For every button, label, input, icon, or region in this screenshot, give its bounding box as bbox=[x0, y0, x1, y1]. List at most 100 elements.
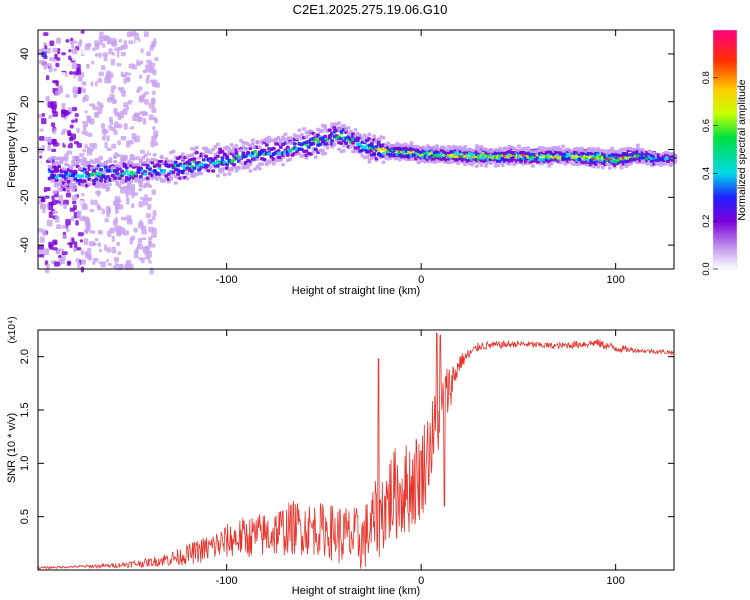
spectrogram-cell bbox=[141, 237, 147, 241]
spectrogram-cell bbox=[320, 148, 325, 152]
spectrogram-cell bbox=[220, 149, 225, 154]
spectrogram-cell bbox=[44, 45, 48, 50]
spectrogram-cell bbox=[108, 159, 113, 164]
spectrogram-cell bbox=[81, 81, 87, 86]
spectrogram-cell bbox=[171, 170, 176, 174]
spectrogram-cell bbox=[57, 182, 62, 187]
spectrogram-cell bbox=[72, 56, 76, 61]
spectrogram-cell bbox=[134, 151, 138, 158]
spectrogram-cell bbox=[61, 225, 67, 229]
spectrogram-cell bbox=[323, 151, 328, 156]
snr-background bbox=[38, 330, 674, 570]
spectrogram-cell bbox=[138, 257, 144, 261]
spectrogram-cell bbox=[111, 143, 117, 149]
spectrogram-cell bbox=[113, 155, 118, 159]
spectrogram-cell bbox=[108, 116, 113, 123]
colorbar-gradient bbox=[713, 30, 737, 269]
spectrogram-cell bbox=[288, 157, 293, 162]
colorbar-tick-label: 0.6 bbox=[701, 119, 712, 132]
spectrogram-cell bbox=[341, 124, 346, 129]
spectrogram-cell bbox=[367, 132, 372, 137]
spectrogram-cell bbox=[635, 143, 640, 147]
snr-y-ticks: 0.5 1.0 1.5 2.0 bbox=[19, 349, 674, 524]
spectrogram-cell bbox=[38, 140, 44, 145]
spectrogram-cell bbox=[75, 220, 79, 226]
spectrogram-cell bbox=[70, 37, 74, 42]
spectrogram-cell bbox=[61, 147, 66, 155]
spectrogram-cell bbox=[112, 200, 119, 206]
spectrogram-y-tick-label: -20 bbox=[19, 189, 31, 205]
spectrogram-cell bbox=[57, 164, 62, 169]
spectrogram-cell bbox=[84, 110, 88, 114]
spectrogram-cell bbox=[92, 261, 96, 265]
spectrogram-cell bbox=[93, 199, 98, 206]
spectrogram-cell bbox=[234, 151, 239, 155]
spectrogram-cell bbox=[94, 53, 99, 57]
spectrogram-cell bbox=[72, 200, 77, 205]
spectrogram-cell bbox=[306, 133, 311, 137]
spectrogram-y-tick-label: -40 bbox=[19, 237, 31, 253]
spectrogram-cell bbox=[80, 30, 85, 34]
spectrogram-cell bbox=[98, 261, 102, 265]
spectrogram-cell bbox=[74, 113, 79, 118]
spectrogram-cell bbox=[106, 83, 111, 87]
spectrogram-cell bbox=[131, 133, 137, 140]
spectrogram-cell bbox=[120, 135, 127, 141]
spectrogram-cell bbox=[474, 164, 479, 168]
spectrogram-cell bbox=[134, 77, 139, 83]
spectrogram-cell bbox=[211, 147, 216, 152]
spectrogram-cell bbox=[54, 216, 60, 223]
spectrogram-cell bbox=[128, 263, 134, 270]
spectrogram-cell bbox=[304, 156, 309, 160]
spectrogram-cell bbox=[73, 185, 78, 189]
spectrogram-cell bbox=[38, 113, 43, 119]
spectrogram-cell bbox=[162, 169, 167, 173]
spectrogram-cell bbox=[120, 216, 127, 221]
spectrogram-cell bbox=[57, 47, 61, 55]
spectrogram-cell bbox=[49, 57, 56, 62]
spectrogram-cell bbox=[164, 157, 169, 161]
spectrogram-cell bbox=[129, 237, 133, 245]
spectrogram-cell bbox=[42, 207, 46, 214]
spectrogram-cell bbox=[117, 164, 122, 168]
spectrogram-cell bbox=[137, 55, 144, 62]
spectrogram-cell bbox=[147, 197, 153, 202]
spectrogram-cell bbox=[152, 141, 159, 146]
spectrogram-cell bbox=[81, 88, 86, 94]
spectrogram-cell bbox=[144, 64, 149, 69]
spectrogram-cell bbox=[107, 262, 112, 267]
spectrogram-cell bbox=[138, 252, 145, 259]
spectrogram-cell bbox=[48, 203, 54, 211]
spectrogram-cell bbox=[149, 243, 156, 248]
spectrogram-cell bbox=[110, 85, 117, 90]
spectrogram-cell bbox=[118, 115, 125, 119]
spectrogram-plot: -100 0 100 -40 -20 0 20 40 Height of straight … bbox=[6, 29, 678, 297]
spectrogram-cell bbox=[278, 158, 283, 162]
spectrogram-cell bbox=[45, 136, 50, 142]
spectrogram-cell bbox=[139, 149, 145, 154]
spectrogram-cell bbox=[208, 150, 213, 155]
spectrogram-cell bbox=[52, 165, 57, 169]
spectrogram-cell bbox=[311, 141, 316, 146]
spectrogram-cell bbox=[176, 172, 181, 176]
spectrogram-cell bbox=[74, 118, 78, 123]
spectrogram-cell bbox=[148, 114, 154, 121]
spectrogram-cell bbox=[332, 126, 337, 130]
spectrogram-cell bbox=[130, 48, 134, 53]
spectrogram-cell bbox=[113, 176, 118, 180]
spectrogram-cell bbox=[87, 247, 92, 253]
figure-title: C2E1.2025.275.19.06.G10 bbox=[293, 2, 448, 17]
spectrogram-cell bbox=[140, 266, 146, 270]
spectrogram-cell bbox=[41, 112, 45, 117]
spectrogram-cell bbox=[253, 167, 258, 171]
colorbar-label: Normalized spectral amplitude bbox=[736, 79, 748, 220]
spectrogram-cell bbox=[116, 231, 122, 237]
spectrogram-cell bbox=[83, 137, 89, 145]
spectrogram-cell bbox=[88, 263, 92, 270]
spectrogram-cell bbox=[299, 133, 304, 137]
spectrogram-cell bbox=[227, 172, 232, 176]
spectrogram-cell bbox=[52, 80, 58, 84]
spectrogram-cell bbox=[125, 197, 130, 205]
spectrogram-cell bbox=[87, 182, 92, 187]
spectrogram-cell bbox=[39, 128, 44, 132]
